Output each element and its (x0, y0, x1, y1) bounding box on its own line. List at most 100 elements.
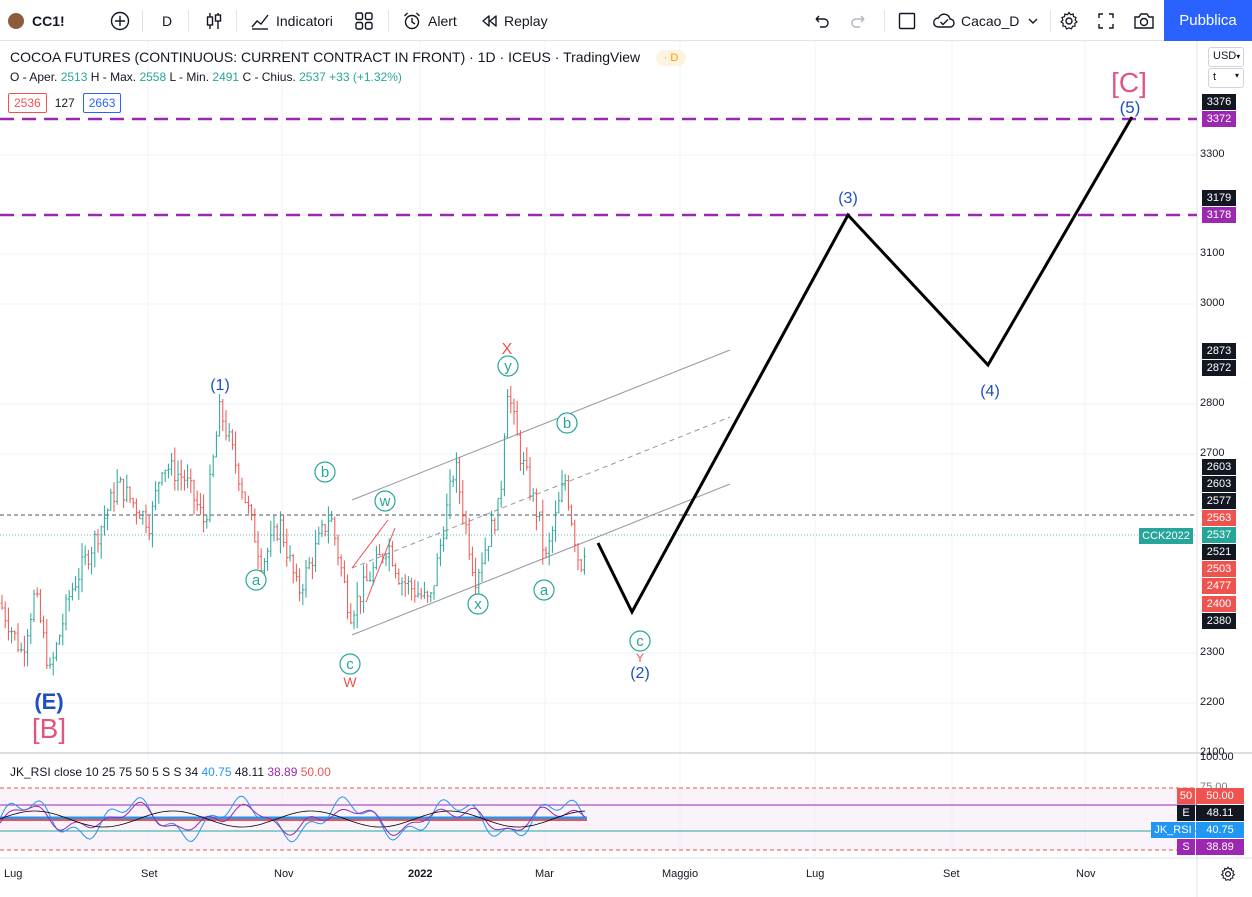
wave-label-c2-circle (629, 630, 651, 652)
price-badge: 3178 (1202, 207, 1236, 223)
rsi-slow-line (0, 801, 586, 837)
wave-label-1: (1) (210, 377, 230, 394)
price-badge: 2873 (1202, 343, 1236, 359)
price-badge: 2477 (1202, 578, 1236, 594)
chart-grid (0, 41, 1197, 858)
interval-button[interactable]: D (162, 0, 172, 41)
symbol-title: COCOA FUTURES (CONTINUOUS: CURRENT CONTR… (10, 49, 466, 65)
wave-label-E: (E) (34, 689, 63, 714)
gear-icon (1220, 866, 1236, 881)
chart-type-button[interactable] (204, 0, 224, 41)
wave-label-c1-circle (339, 653, 361, 675)
replay-button[interactable]: Replay (480, 0, 548, 41)
rsi-tag: JK_RSI (1151, 822, 1195, 838)
wave-label-w: w (379, 493, 391, 510)
price-badge: 2503 (1202, 561, 1236, 577)
expand-icon (1098, 12, 1114, 29)
price-badge: 2872 (1202, 360, 1236, 376)
rsi-tag: E (1177, 805, 1195, 821)
templates-button[interactable] (355, 0, 373, 41)
legend-source: TradingView (563, 49, 641, 65)
wave-label-X: X (502, 341, 513, 358)
buy-box[interactable]: 2663 (82, 93, 122, 113)
price-tick: 2100 (1200, 746, 1225, 758)
time-tick: Nov (274, 868, 294, 880)
high-label: H - Max. (90, 70, 137, 84)
spread-value: 127 (54, 96, 75, 110)
wave-label-B: [B] (32, 713, 66, 744)
wave-label-C: [C] (1111, 67, 1147, 98)
cocoa-logo-icon (8, 12, 24, 29)
rsi-value-3: 38.89 (267, 765, 298, 779)
delay-badge[interactable]: · D (656, 50, 687, 66)
layout-menu-button[interactable]: Cacao_D (932, 0, 1039, 41)
price-badge: 2563 (1202, 510, 1236, 526)
publish-button[interactable]: Pubblica (1164, 0, 1252, 41)
layout-name-label: Cacao_D (961, 12, 1020, 29)
replay-label: Replay (504, 12, 548, 29)
camera-icon (1134, 12, 1154, 29)
wave-label-Y: Y (636, 651, 644, 665)
fullscreen-button[interactable] (1097, 0, 1115, 41)
top-toolbar: CC1! D Indicatori Alert Replay Cacao_D (0, 0, 1252, 41)
alert-button[interactable]: Alert (402, 0, 457, 41)
wedge-line (351, 519, 389, 569)
redo-button[interactable] (850, 0, 868, 41)
channel-mid (351, 416, 731, 569)
price-badge: 2380 (1202, 613, 1236, 629)
price-tick: 2700 (1200, 447, 1225, 459)
close-value: 2537 (299, 70, 326, 84)
sell-box[interactable]: 2536 (8, 93, 47, 113)
indicators-label: Indicatori (276, 12, 333, 29)
wave-label-b1-circle (314, 461, 336, 483)
wave-label-2: (2) (630, 665, 650, 682)
chevron-down-icon (1028, 18, 1038, 24)
chart-settings-button[interactable] (1220, 866, 1236, 887)
scale-mode-select[interactable]: t ▾ (1208, 68, 1244, 88)
publish-label: Pubblica (1179, 12, 1237, 29)
wave-label-y-circle (497, 355, 519, 377)
fullscreen-toggle-button[interactable] (898, 0, 916, 41)
undo-button[interactable] (812, 0, 830, 41)
candles (0, 385, 586, 676)
price-badge: 2400 (1202, 596, 1236, 612)
candles-icon (206, 12, 222, 29)
symbol-search[interactable]: CC1! (8, 0, 65, 41)
price-badge: 2603 (1202, 459, 1236, 475)
scale-mode-label: t (1213, 71, 1217, 83)
price-levels (0, 117, 1197, 536)
wave-label-a1: a (252, 572, 261, 589)
wave-label-b1: b (321, 464, 329, 481)
low-label: L - Min. (169, 70, 210, 84)
alarm-clock-icon (404, 12, 420, 29)
change-value: +33 (+1.32%) (329, 70, 402, 84)
low-value: 2491 (212, 70, 240, 84)
interval-label: D (162, 12, 173, 29)
delay-badge-label: D (670, 52, 679, 64)
time-tick: 2022 (408, 868, 433, 880)
price-badge: 3376 (1202, 94, 1236, 110)
wave-label-x: x (474, 596, 482, 613)
cloud-icon (933, 12, 955, 28)
settings-button[interactable] (1059, 0, 1079, 41)
indicators-button[interactable]: Indicatori (250, 0, 333, 41)
legend-interval: 1D (477, 49, 496, 65)
symbol-label: CC1! (32, 12, 65, 29)
add-symbol-button[interactable] (110, 0, 130, 41)
price-badge: 3372 (1202, 111, 1236, 127)
currency-select[interactable]: USD▾ (1208, 47, 1244, 67)
snapshot-button[interactable] (1133, 0, 1155, 41)
time-tick: Maggio (662, 868, 699, 880)
wave-label-3: (3) (838, 190, 858, 207)
price-chart: (1) (2) (3) (4) (5) (E)[B] [C] X W Ya b c w x y a b c (0, 41, 1252, 897)
close-label: C - Chius. (242, 70, 296, 84)
projected-wave-path (596, 116, 1134, 616)
rewind-icon (482, 14, 497, 27)
time-tick: Nov (1076, 868, 1096, 880)
wave-label-W: W (343, 674, 357, 690)
rsi-trend-line (0, 810, 586, 828)
rsi-tag: 50 (1177, 788, 1195, 804)
rsi-value-badge: 50.00 (1196, 788, 1244, 804)
open-value: 2513 (60, 70, 88, 84)
